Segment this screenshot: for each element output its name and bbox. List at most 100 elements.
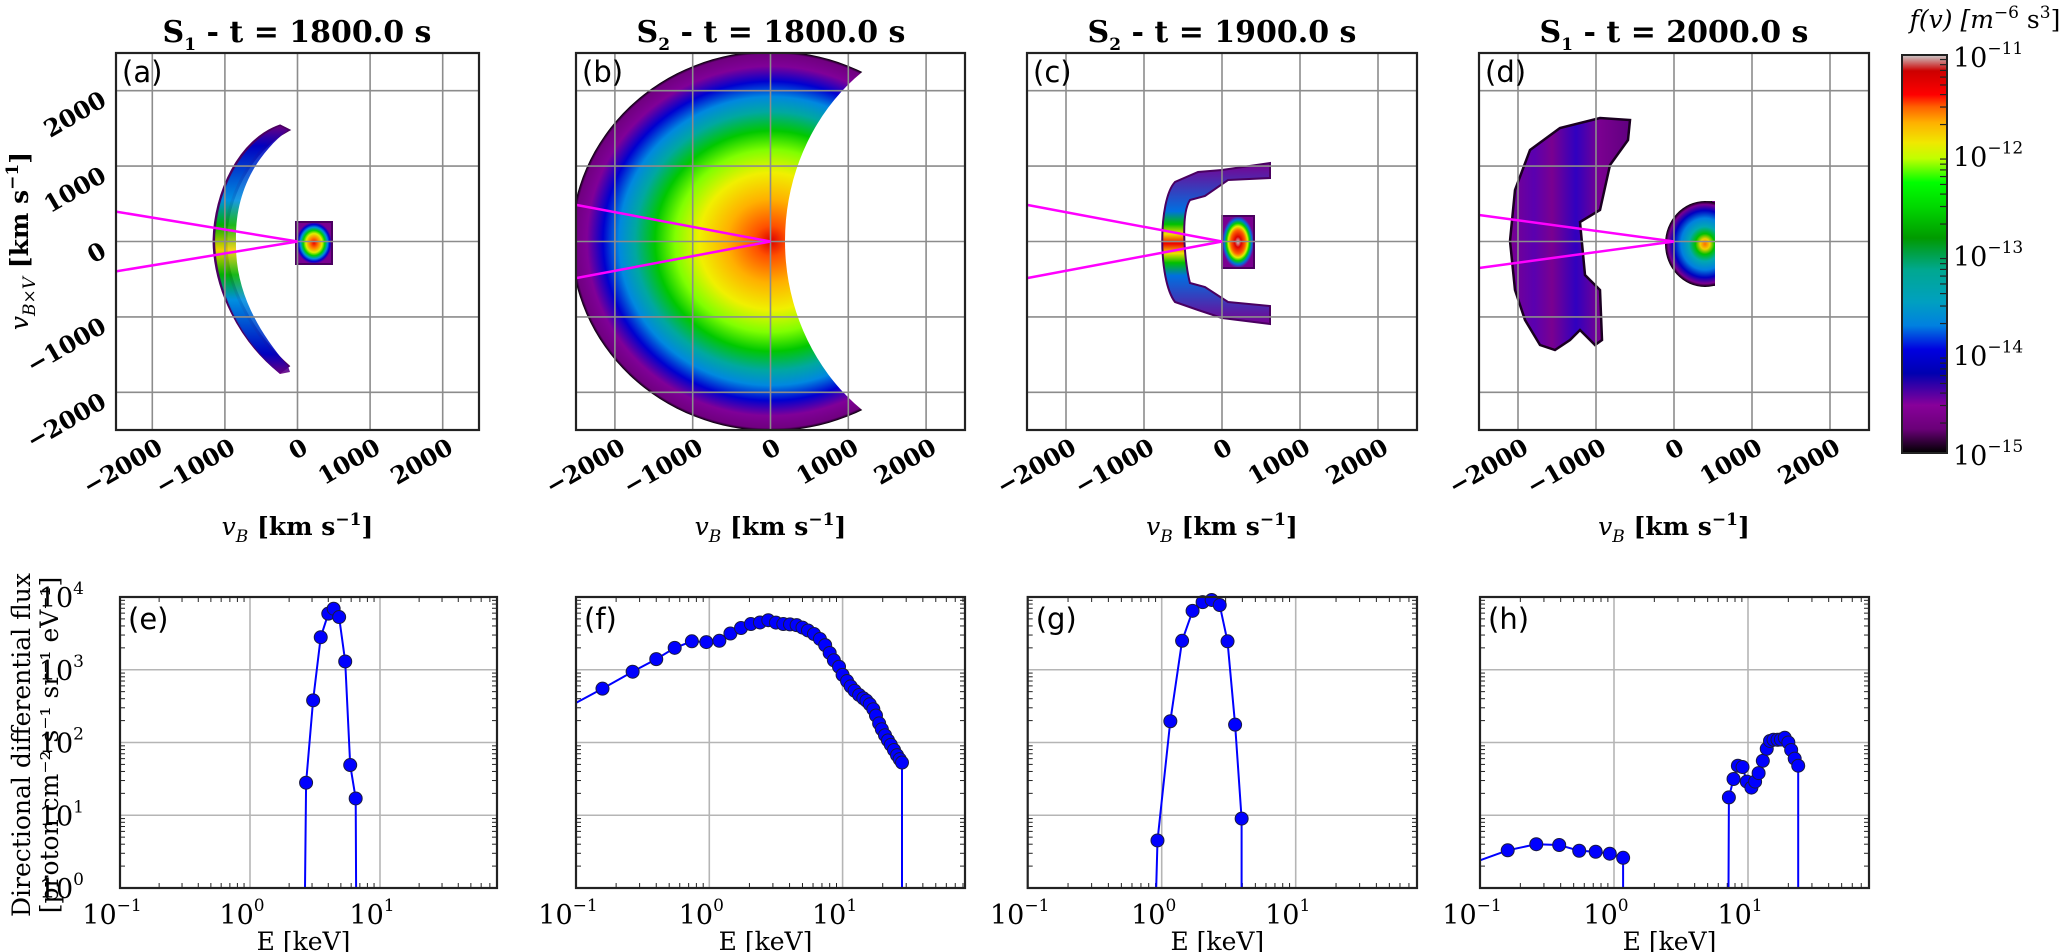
x-axis-label: vB [km s−1] — [1146, 510, 1298, 547]
panel-frame — [1477, 51, 1871, 432]
y-tick-label: 102 — [39, 725, 84, 760]
flux-data-point — [712, 633, 727, 648]
colorbar-tick-label: 10−11 — [1953, 39, 2023, 74]
tick-exponent: 4 — [73, 579, 84, 599]
fov-line-lower — [1478, 240, 1675, 270]
x-axis-label-end: ] — [1286, 512, 1298, 541]
panel-frame — [574, 51, 967, 432]
panel-label: (g) — [1036, 602, 1077, 636]
x-tick-label: 1000 — [313, 432, 385, 491]
tick-base: 10 — [1953, 43, 1987, 74]
x-tick-label: 101 — [1265, 896, 1310, 931]
y-tick-label: 101 — [39, 797, 84, 832]
y-tick-label: 2000 — [39, 85, 111, 144]
tick-exponent: 1 — [1752, 896, 1763, 916]
flux-data-point — [1529, 837, 1544, 852]
tick-base: 10 — [1953, 441, 1987, 472]
flux-data-point — [684, 634, 699, 649]
flux-data-point — [625, 664, 640, 679]
panel-frame — [574, 595, 967, 890]
tick-exponent: 0 — [73, 870, 84, 890]
x-axis-label: E [keV] — [1623, 927, 1717, 952]
tick-exponent: 3 — [73, 652, 84, 672]
panel-d-heatmap — [1508, 116, 1745, 352]
panel-a-heatmap — [212, 124, 333, 374]
panel-a-crescent-outer — [215, 126, 290, 374]
flux-data-point — [894, 755, 909, 770]
fov-line-lower — [575, 240, 771, 280]
flux-data-point — [667, 640, 682, 655]
flux-line — [304, 607, 358, 889]
tick-base: 10 — [812, 900, 846, 931]
tick-exponent: 1 — [73, 797, 84, 817]
fov-line-upper — [1026, 203, 1223, 243]
x-tick-label: 2000 — [1773, 432, 1845, 491]
x-axis-label-unit: [km s — [1625, 512, 1712, 541]
bottom-ylabel: Directional differential flux [proton cm… — [7, 573, 64, 917]
panel-b: S2 - t = 1800.0 s — [576, 15, 965, 430]
tick-base: 10 — [1583, 900, 1617, 931]
fov-line-lower — [115, 240, 298, 273]
x-tick-label: 2000 — [1321, 432, 1393, 491]
flux-data-point — [1726, 771, 1741, 786]
flux-data-point — [699, 635, 714, 650]
top-ylabel: vB×V [km s−1] — [3, 152, 40, 330]
flux-data-point — [1616, 850, 1631, 865]
x-axis-label-var: v — [222, 512, 236, 541]
flux-data-point — [1150, 833, 1165, 848]
flux-data-point — [1234, 811, 1249, 826]
flux-data-point — [1228, 717, 1243, 732]
flux-data-point — [1735, 760, 1750, 775]
flux-data-point — [306, 693, 321, 708]
flux-data-point — [1220, 634, 1235, 649]
tick-base: 10 — [1131, 900, 1165, 931]
flux-data-point — [348, 791, 363, 806]
x-axis-label: vB [km s−1] — [695, 510, 847, 547]
fov-line-upper — [115, 210, 298, 243]
tick-base: 10 — [679, 900, 713, 931]
tick-base: 10 — [39, 801, 73, 832]
tick-base: 10 — [39, 583, 73, 614]
y-tick-label: 0 — [82, 236, 111, 269]
tick-exponent: −14 — [1987, 338, 2023, 358]
fov-line-upper — [575, 203, 771, 243]
tick-base: 10 — [39, 656, 73, 687]
x-axis-label-end: ] — [1738, 512, 1750, 541]
tick-exponent: 0 — [713, 896, 724, 916]
flux-data-point — [1175, 633, 1190, 648]
fov-line-upper — [1478, 213, 1675, 243]
x-tick-label: 2000 — [869, 432, 941, 491]
x-axis-label-end: ] — [834, 512, 846, 541]
x-tick-label: 10−1 — [990, 896, 1049, 931]
flux-data-point — [1572, 843, 1587, 858]
flux-data-point — [313, 630, 328, 645]
flux-data-point — [1163, 714, 1178, 729]
panel-d: S1 - t = 2000.0 s — [1508, 15, 1808, 352]
bottom-ylabel-line2: [proton cm⁻² s⁻¹ sr⁻¹ eV⁻¹] — [35, 577, 64, 914]
x-tick-label: 10−1 — [82, 896, 141, 931]
x-tick-label: 101 — [349, 896, 394, 931]
panel-label: (f) — [584, 602, 617, 636]
panel-label: (c) — [1033, 55, 1072, 89]
colorbar-gradient — [1901, 54, 1948, 454]
x-tick-label: −1000 — [150, 432, 240, 501]
panel-a: S1 - t = 1800.0 s — [163, 15, 431, 374]
flux-data-point — [1185, 603, 1200, 618]
flux-data-point — [299, 775, 314, 790]
x-tick-label: 10−1 — [1442, 896, 1501, 931]
tick-exponent: −1 — [117, 896, 142, 916]
x-tick-label: 2000 — [385, 432, 457, 491]
y-tick-label: 100 — [39, 870, 84, 905]
panel-frame — [114, 51, 481, 432]
tick-exponent: −1 — [573, 896, 598, 916]
tick-exponent: −11 — [1987, 39, 2023, 59]
panel-label: (d) — [1485, 55, 1526, 89]
x-axis-label: E [keV] — [257, 927, 351, 952]
x-axis-label-unit: [km s — [248, 512, 335, 541]
x-tick-label: 100 — [219, 896, 264, 931]
x-axis-label-unit: [km s — [1173, 512, 1260, 541]
tick-base: 10 — [39, 729, 73, 760]
